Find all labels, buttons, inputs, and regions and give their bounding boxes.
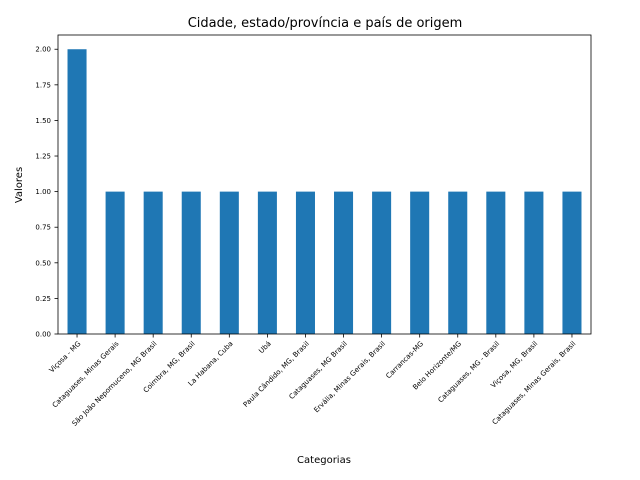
y-tick-label: 1.25 [35,153,51,161]
y-tick-label: 1.50 [35,117,51,125]
bar [67,49,87,334]
y-tick-label: 1.00 [35,188,51,196]
x-tick-label: São João Nepomuceno, MG Brasil [71,340,159,428]
bar [219,191,239,334]
x-tick-label: Carrancas-MG [385,340,426,381]
x-tick-label: Cataguases, MG - Brasil [437,340,502,405]
bar [181,191,201,334]
x-axis-label: Categorias [297,455,351,466]
bars-group [67,49,582,334]
y-tick-label: 1.75 [35,81,51,89]
bar [372,191,392,334]
y-tick-label: 0.75 [35,224,51,232]
y-axis-label: Valores [14,167,25,203]
bar [257,191,277,334]
bar [524,191,544,334]
bar [448,191,468,334]
bar [562,191,582,334]
bar [334,191,354,334]
x-tick-label: Ervália, Minas Gerais, Brasil [312,340,387,415]
bar [295,191,315,334]
bar [105,191,125,334]
y-axis: 0.00 0.25 0.50 0.75 1.00 1.25 1.50 1.75 2.00 [35,46,58,339]
y-tick-label: 2.00 [35,46,51,54]
x-tick-label: Viçosa - MG [48,340,83,375]
x-tick-label: Ubá [257,340,272,355]
chart-title: Cidade, estado/província e país de orige… [188,16,463,31]
bar [143,191,163,334]
y-tick-label: 0.50 [35,259,51,267]
x-tick-label: Cataguases, Minas Gerais, Brasil [491,340,578,427]
plot-frame [57,34,592,335]
x-tick-label: Paula Cândido, MG, Brasil [242,340,311,409]
y-tick-label: 0.00 [35,331,51,339]
y-tick-label: 0.25 [35,295,51,303]
bar [486,191,506,334]
x-tick-label: Cataguases, Minas Gerais [51,340,121,410]
bar [410,191,430,334]
